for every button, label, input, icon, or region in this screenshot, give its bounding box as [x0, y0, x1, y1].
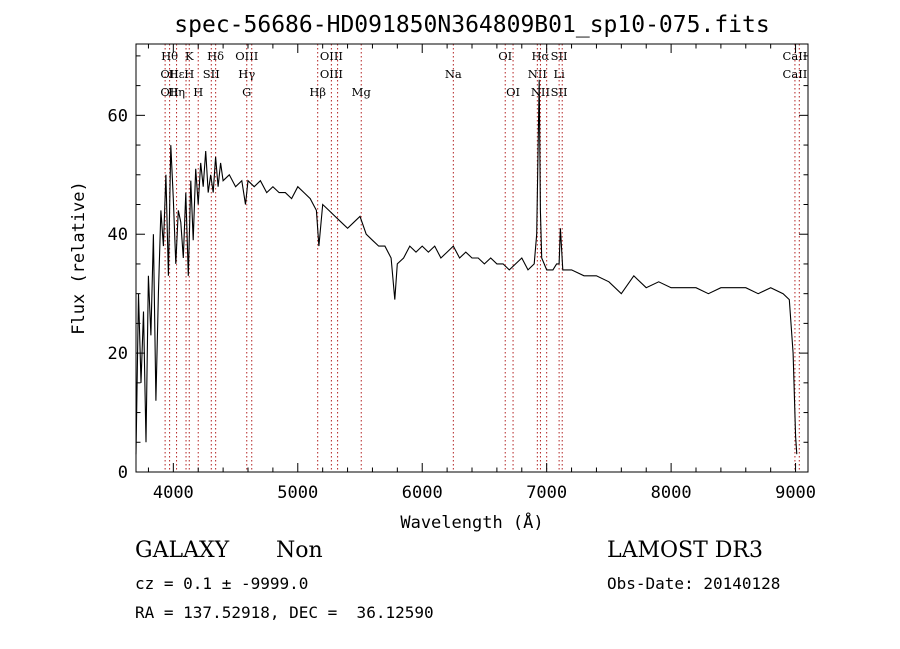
line-marker-label: NII — [531, 85, 550, 99]
x-tick-label: 4000 — [153, 483, 194, 503]
line-marker-label: Li — [553, 67, 565, 81]
y-axis-label: Flux (relative) — [69, 181, 89, 335]
line-marker-label: Hα — [532, 49, 550, 63]
observation-date: Obs-Date: 20140128 — [607, 574, 781, 593]
ra-dec-coordinates: RA = 137.52918, DEC = 36.12590 — [135, 603, 434, 622]
line-marker-label: Hβ — [309, 85, 326, 99]
line-marker-label: OII — [160, 85, 179, 99]
chart-title: spec-56686-HD091850N364809B01_sp10-075.f… — [174, 12, 769, 38]
line-marker-label: CaII — [783, 67, 808, 81]
line-marker-label: SII — [551, 85, 568, 99]
x-tick-label: 8000 — [651, 483, 692, 503]
line-marker-label: Hδ — [207, 49, 224, 63]
x-tick-label: 7000 — [526, 483, 567, 503]
line-marker-label: CaII — [783, 49, 808, 63]
survey-name: LAMOST DR3 — [607, 538, 763, 563]
line-marker-label: OI — [506, 85, 520, 99]
line-marker-label: NII — [528, 67, 547, 81]
spectrum-series-line — [135, 79, 798, 455]
line-marker-label: OIII — [320, 67, 343, 81]
y-tick-label: 20 — [108, 344, 128, 364]
object-class: GALAXY — [135, 538, 230, 563]
y-tick-label: 60 — [108, 106, 128, 126]
y-tick-label: 40 — [108, 225, 128, 245]
line-marker-label: G — [242, 85, 251, 99]
x-tick-label: 9000 — [775, 483, 816, 503]
line-marker-label: K — [185, 49, 194, 63]
line-marker-label: Na — [445, 67, 462, 81]
axis-ticks: 4000 5000 6000 7000 8000 9000 0 20 40 60 — [108, 44, 816, 503]
line-marker-label: Hγ — [238, 67, 255, 81]
line-marker-label: OII — [160, 67, 179, 81]
y-tick-label: 0 — [118, 463, 128, 483]
line-marker-label: OI — [498, 49, 512, 63]
x-axis-label: Wavelength (Å) — [400, 511, 543, 533]
object-subclass: Non — [276, 538, 323, 563]
line-marker-label: H — [193, 85, 203, 99]
line-marker-label: Hθ — [161, 49, 178, 63]
x-tick-label: 5000 — [277, 483, 318, 503]
redshift-cz: cz = 0.1 ± -9999.0 — [135, 574, 309, 593]
x-tick-label: 6000 — [402, 483, 443, 503]
line-marker-label: SII — [551, 49, 568, 63]
line-marker-label: H — [184, 67, 194, 81]
line-marker-label: Hε — [169, 67, 185, 81]
line-marker-label: OIII — [235, 49, 258, 63]
line-marker-label: Mg — [352, 85, 372, 99]
line-marker-label: OIII — [320, 49, 343, 63]
line-marker-label: SII — [203, 67, 220, 81]
line-marker-label: Hη — [168, 85, 185, 99]
